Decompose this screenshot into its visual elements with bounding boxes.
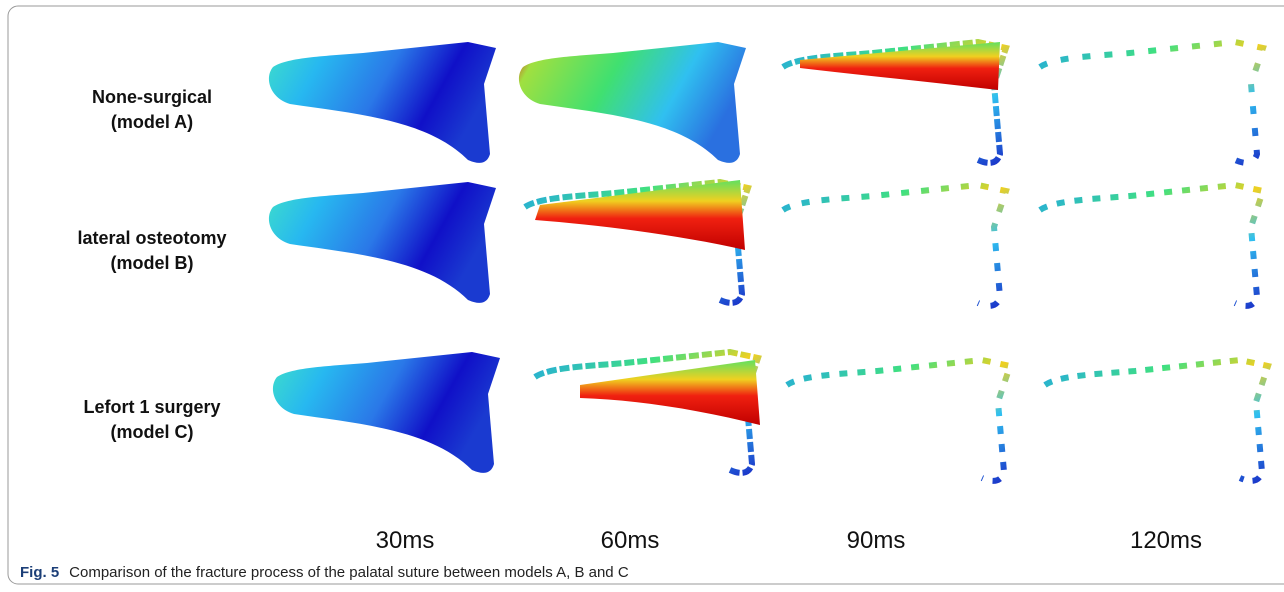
- caption-text: Comparison of the fracture process of th…: [69, 564, 629, 581]
- palate-30ms: [268, 42, 496, 163]
- palate-120ms: [1045, 360, 1268, 481]
- caption-label: Fig. 5: [20, 564, 59, 581]
- row-label: Lefort 1 surgery: [83, 397, 220, 417]
- row-label: (model B): [111, 253, 194, 273]
- time-label: 90ms: [847, 527, 906, 554]
- palate-90ms-fill: [800, 42, 1000, 90]
- time-label: 30ms: [376, 527, 435, 554]
- caption: Fig. 5 Comparison of the fracture process…: [20, 564, 629, 581]
- palate-60ms-fill: [580, 360, 760, 425]
- frame: [7, 5, 1284, 585]
- palate-120ms: [1040, 185, 1263, 306]
- time-label: 120ms: [1130, 527, 1202, 554]
- row-label: None-surgical: [92, 87, 212, 107]
- row-label: lateral osteotomy: [77, 228, 226, 248]
- palate-90ms: [787, 360, 1010, 481]
- row-label: (model C): [111, 422, 194, 442]
- palate-60ms: [518, 42, 746, 163]
- palate-30ms: [268, 182, 496, 303]
- palate-30ms: [272, 352, 500, 473]
- row-label: (model A): [111, 112, 193, 132]
- palate-60ms-fill: [535, 180, 745, 250]
- palate-90ms: [783, 185, 1006, 306]
- time-label: 60ms: [601, 527, 660, 554]
- palate-120ms: [1040, 42, 1263, 163]
